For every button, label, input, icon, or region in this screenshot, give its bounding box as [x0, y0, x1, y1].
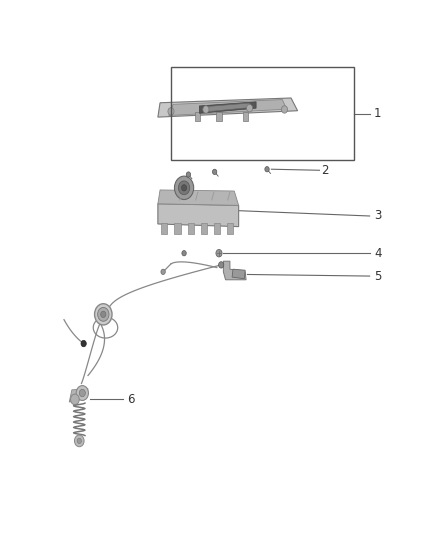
Circle shape: [181, 184, 187, 191]
Circle shape: [178, 181, 190, 195]
Circle shape: [174, 176, 194, 199]
Bar: [161, 223, 167, 233]
Circle shape: [74, 435, 84, 447]
Circle shape: [247, 104, 253, 112]
Circle shape: [265, 166, 269, 172]
Polygon shape: [158, 204, 239, 227]
Bar: [174, 223, 180, 233]
Polygon shape: [169, 100, 287, 116]
Polygon shape: [199, 102, 256, 114]
Bar: [214, 223, 220, 233]
Circle shape: [77, 438, 81, 443]
Bar: [187, 223, 194, 233]
Circle shape: [216, 249, 222, 257]
Circle shape: [186, 172, 191, 177]
Circle shape: [182, 251, 186, 256]
Text: 4: 4: [374, 247, 381, 260]
Circle shape: [219, 262, 224, 268]
Bar: [243, 112, 248, 121]
Circle shape: [79, 389, 85, 397]
Bar: [201, 223, 207, 233]
Polygon shape: [158, 190, 239, 205]
Bar: [171, 67, 354, 160]
Polygon shape: [158, 98, 297, 117]
Circle shape: [168, 108, 174, 115]
Bar: [216, 112, 222, 121]
Circle shape: [76, 385, 88, 400]
Text: 3: 3: [374, 209, 381, 222]
Circle shape: [282, 106, 288, 113]
Text: 1: 1: [374, 107, 381, 120]
Bar: [194, 112, 200, 121]
Circle shape: [161, 269, 165, 274]
Polygon shape: [223, 261, 246, 280]
Circle shape: [71, 394, 79, 405]
Polygon shape: [207, 103, 250, 112]
Polygon shape: [232, 269, 245, 279]
Circle shape: [98, 308, 109, 321]
Polygon shape: [69, 389, 88, 402]
Circle shape: [212, 169, 217, 174]
Circle shape: [81, 341, 86, 347]
Circle shape: [101, 311, 106, 318]
Text: 2: 2: [321, 164, 329, 177]
Circle shape: [203, 106, 209, 113]
Text: 6: 6: [127, 393, 135, 406]
Circle shape: [95, 304, 112, 325]
Text: 5: 5: [374, 270, 381, 282]
Bar: [227, 223, 233, 233]
